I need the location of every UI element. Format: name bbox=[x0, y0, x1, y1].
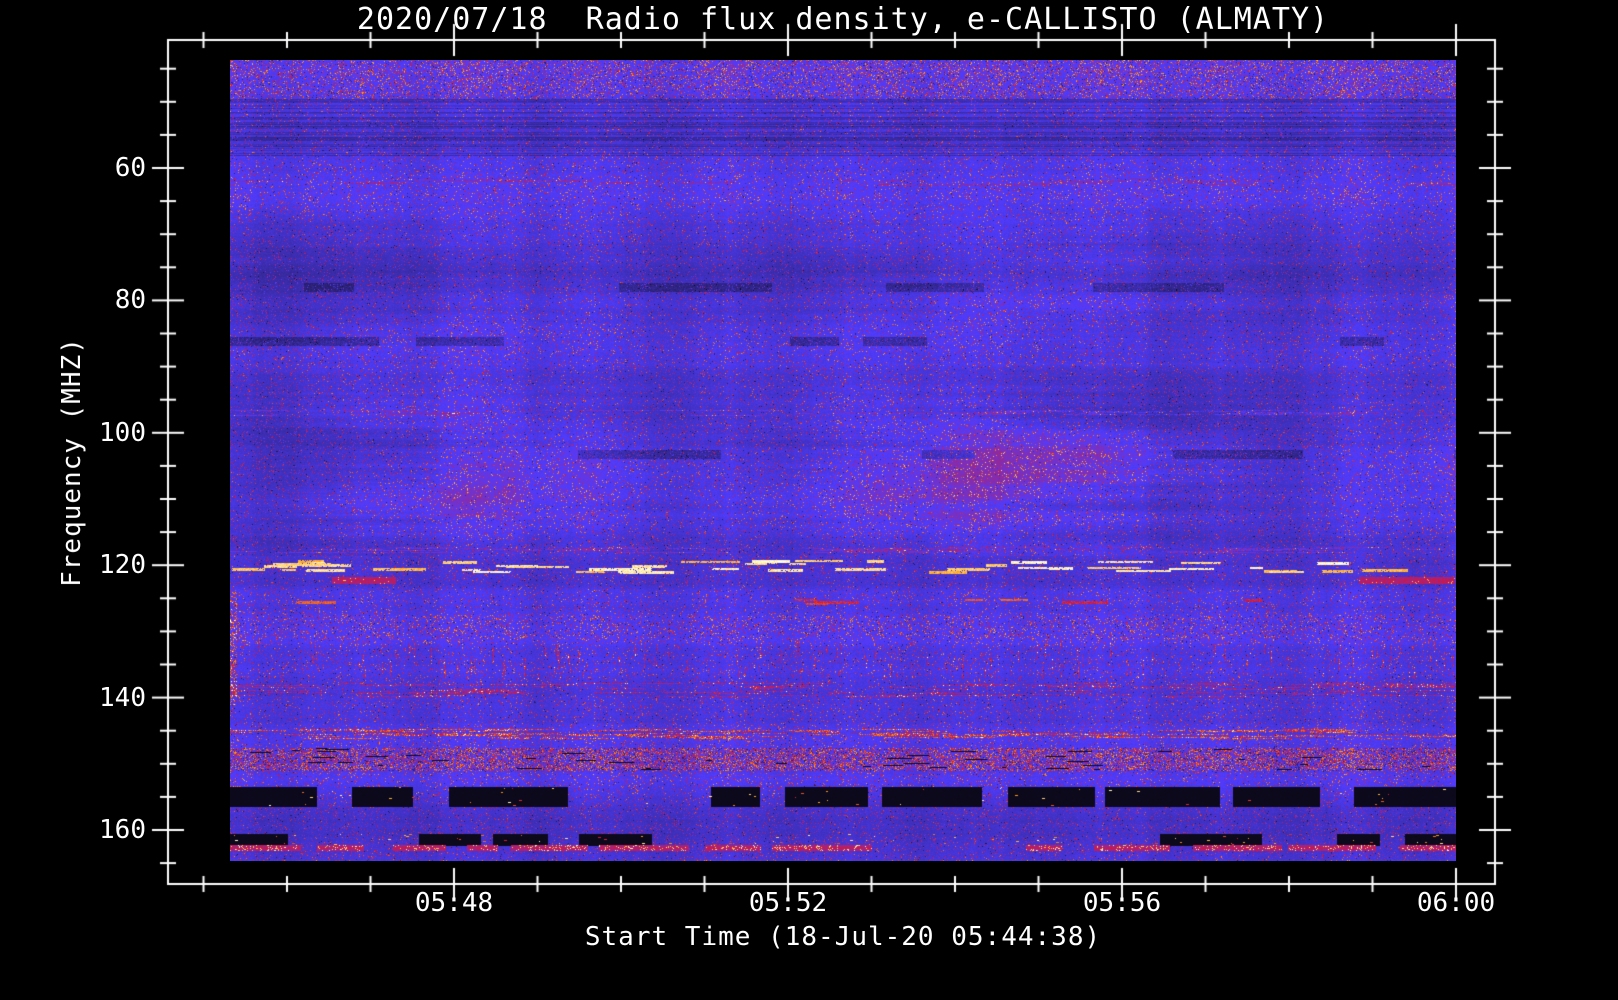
spectrogram-heatmap bbox=[230, 60, 1456, 861]
x-tick-label: 06:00 bbox=[1416, 888, 1496, 918]
chart-title: 2020/07/18 Radio flux density, e-CALLIST… bbox=[356, 2, 1330, 37]
x-tick-label: 05:56 bbox=[1082, 888, 1162, 918]
x-axis-label: Start Time (18-Jul-20 05:44:38) bbox=[584, 922, 1102, 952]
y-tick-label: 80 bbox=[114, 285, 146, 316]
y-tick-label: 140 bbox=[99, 682, 146, 713]
y-axis-label: Frequency (MHZ) bbox=[57, 337, 87, 587]
x-tick-label: 05:52 bbox=[748, 888, 828, 918]
x-tick-label: 05:48 bbox=[414, 888, 494, 918]
y-tick-label: 60 bbox=[114, 153, 146, 183]
y-tick-label: 160 bbox=[99, 815, 146, 845]
